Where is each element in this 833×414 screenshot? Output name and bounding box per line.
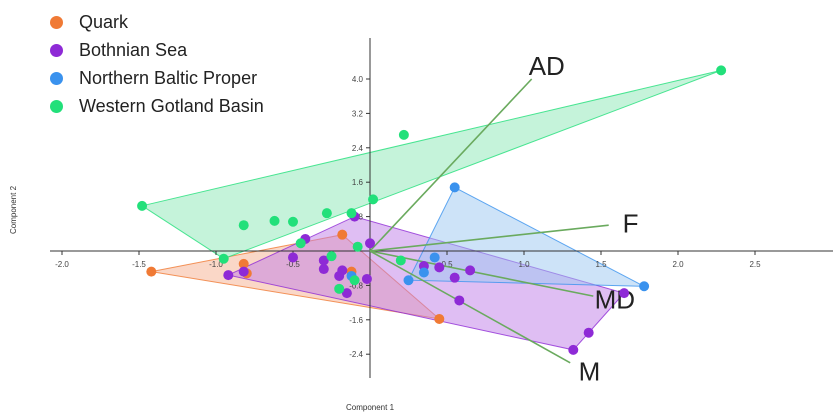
data-point [403, 275, 414, 286]
legend-label: Quark [79, 11, 129, 32]
loading-vector-line [369, 78, 533, 252]
data-point [434, 262, 445, 273]
data-point [368, 194, 379, 205]
data-point [337, 229, 348, 240]
data-point [288, 252, 298, 263]
legend-label: Northern Baltic Proper [79, 67, 258, 88]
data-point [318, 255, 329, 266]
legend-label: Western Gotland Basin [79, 95, 264, 116]
legend-swatch-icon [50, 15, 63, 29]
x-tick-label: -1.0 [209, 260, 223, 269]
data-point [365, 238, 375, 249]
x-tick-label: 1.0 [518, 260, 530, 269]
data-point [334, 283, 345, 294]
x-axis-title: Component 1 [346, 403, 395, 412]
y-tick-label: -2.4 [349, 350, 363, 359]
data-point [337, 265, 348, 276]
data-point [398, 129, 409, 140]
legend-label: Bothnian Sea [79, 39, 188, 60]
loading-vector-line [369, 250, 594, 297]
y-axis-title: Component 2 [9, 185, 18, 234]
data-point [218, 253, 229, 264]
data-point [465, 265, 476, 276]
x-tick-label: 2.5 [749, 260, 761, 269]
y-tick-label: 2.4 [352, 144, 364, 153]
x-tick-label: -1.5 [132, 260, 146, 269]
loading-vector-label: MD [595, 285, 635, 315]
data-point [429, 252, 440, 263]
loading-vectors: AD F MD M [369, 51, 639, 387]
data-points [137, 65, 727, 355]
legend-swatch-icon [50, 99, 63, 113]
data-point [434, 313, 445, 324]
legend: Quark Bothnian Sea Northern Baltic Prope… [50, 8, 264, 120]
data-point [295, 238, 306, 249]
data-point [346, 208, 357, 219]
x-tick-label: 0.5 [441, 260, 453, 269]
legend-item-quark: Quark [50, 8, 264, 36]
x-ticks: -2.0 -1.5 -1.0 -0.5 0.5 1.0 1.5 2.0 2.5 [55, 251, 761, 269]
y-tick-label: -0.8 [349, 281, 363, 290]
data-point [341, 288, 352, 299]
data-point [352, 241, 363, 252]
loading-vector-label: AD [529, 51, 565, 81]
data-point [361, 273, 372, 284]
data-point [349, 275, 360, 286]
x-tick-label: 2.0 [672, 260, 684, 269]
x-tick-label: -0.5 [286, 260, 300, 269]
legend-swatch-icon [50, 43, 63, 57]
legend-swatch-icon [50, 71, 63, 85]
legend-item-northern-baltic-proper: Northern Baltic Proper [50, 64, 264, 92]
data-point [321, 208, 332, 219]
loading-vector-line [369, 224, 609, 252]
y-tick-label: 1.6 [352, 178, 364, 187]
data-point [238, 220, 249, 231]
x-tick-label: 1.5 [595, 260, 607, 269]
data-point [326, 251, 337, 262]
data-point [137, 200, 148, 211]
x-tick-label: -2.0 [55, 260, 69, 269]
y-tick-label: -1.6 [349, 316, 363, 325]
legend-item-bothnian-sea: Bothnian Sea [50, 36, 264, 64]
hull-polygon [407, 186, 645, 287]
data-point [238, 258, 249, 269]
loading-vector-label: M [579, 357, 601, 387]
data-point [395, 255, 406, 266]
loading-vector-label: F [623, 208, 639, 238]
y-tick-label: 4.0 [352, 75, 364, 84]
data-point [418, 267, 429, 278]
data-point [269, 215, 280, 226]
data-point [568, 344, 579, 355]
axes: -2.0 -1.5 -1.0 -0.5 0.5 1.0 1.5 2.0 2.5 4.0 3.2 2.… [50, 38, 833, 378]
data-point [288, 216, 298, 227]
data-point [454, 295, 465, 306]
data-point [619, 288, 630, 299]
data-point [449, 182, 460, 193]
data-point [223, 270, 234, 281]
data-point [639, 281, 650, 292]
hull-polygon [140, 69, 722, 260]
loading-vector-line [369, 250, 571, 364]
data-point [716, 65, 727, 76]
data-point [449, 272, 460, 283]
y-tick-label: 3.2 [352, 109, 364, 118]
data-point [583, 327, 594, 338]
data-point [318, 264, 329, 275]
legend-item-western-gotland-basin: Western Gotland Basin [50, 92, 264, 120]
data-point [238, 266, 249, 277]
data-point [146, 266, 157, 277]
